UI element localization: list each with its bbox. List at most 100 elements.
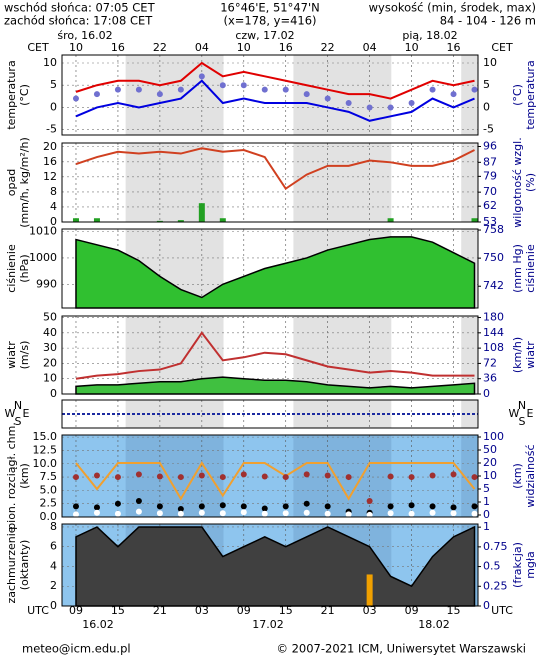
y-tick-label: 0 xyxy=(50,215,57,228)
date-top: czw, 17.02 xyxy=(235,29,294,42)
night xyxy=(461,435,478,517)
series-dot xyxy=(429,472,436,479)
y-tick-label: 0 xyxy=(50,387,57,400)
series-bar xyxy=(366,574,373,606)
series-bar xyxy=(198,203,205,222)
utc-tick-label: 15 xyxy=(279,604,293,617)
y2-tick-label: 100 xyxy=(483,430,504,443)
y-tick-label: 10 xyxy=(43,372,57,385)
night xyxy=(293,435,392,517)
y2-tick-label: 0 xyxy=(483,599,490,612)
compass-label: W xyxy=(509,407,520,420)
series-dot xyxy=(93,472,100,479)
utc-tick-label: 15 xyxy=(111,604,125,617)
night xyxy=(293,143,392,222)
y-axis-label: opad xyxy=(5,169,18,196)
series-dot xyxy=(282,503,289,510)
y-tick-label: 8 xyxy=(50,520,57,533)
panel-frame xyxy=(61,523,479,607)
series-dot xyxy=(450,510,457,517)
series-dot xyxy=(177,506,184,513)
utc-tick-label: 21 xyxy=(153,604,167,617)
y2-tick-label: 5 xyxy=(483,482,490,495)
series-dot xyxy=(177,474,184,481)
series-line xyxy=(75,79,475,122)
y2-tick-label: 70 xyxy=(483,185,497,198)
y2-tick-label: 1 xyxy=(483,520,490,533)
series-bar xyxy=(156,220,163,222)
night xyxy=(125,143,224,222)
series-dot xyxy=(387,510,394,517)
utc-tick-label: 09 xyxy=(405,604,419,617)
y2-tick-label: 144 xyxy=(483,326,504,339)
panel-frame xyxy=(61,228,479,309)
series-dot xyxy=(93,509,100,516)
compass-label: N xyxy=(14,399,22,412)
y-tick-label: 990 xyxy=(36,277,57,290)
y2-tick-label: 87 xyxy=(483,155,497,168)
y-tick-label: 12.5 xyxy=(33,443,58,456)
y-axis-label: (mm/h, kg/m²/h) xyxy=(18,137,31,228)
cet-tick-label: 16 xyxy=(447,41,461,54)
y2-tick-label: 0.5 xyxy=(483,560,501,573)
grid-point: (x=178, y=416) xyxy=(223,14,316,28)
series-area xyxy=(75,376,476,395)
y2-tick-label: -5 xyxy=(483,123,494,136)
y-axis-label: pion. rozciągł. chm. xyxy=(5,422,18,530)
y2-tick-label: 72 xyxy=(483,356,497,369)
night xyxy=(461,143,478,222)
series-dot xyxy=(240,509,247,516)
series-dot xyxy=(198,73,205,80)
y2-axis-label: (mm Hg) xyxy=(511,244,524,293)
series-dot xyxy=(93,91,100,98)
series-dot xyxy=(261,505,268,512)
series-dot xyxy=(345,511,352,518)
zone-top-left: CET xyxy=(27,41,49,54)
y2-axis-label: (frakcja) xyxy=(511,542,524,588)
utc-tick-label: 03 xyxy=(363,604,377,617)
y-tick-label: -5 xyxy=(46,123,57,136)
series-dot xyxy=(303,471,310,478)
panel-frame xyxy=(61,54,479,136)
series-dot xyxy=(177,86,184,93)
y-tick-label: 2 xyxy=(50,579,57,592)
date-top: pią, 18.02 xyxy=(402,29,457,42)
series-dot xyxy=(261,86,268,93)
date-bottom: 17.02 xyxy=(252,618,284,631)
series-dot xyxy=(324,510,331,517)
y-tick-label: 1010 xyxy=(29,225,57,238)
series-dot xyxy=(282,474,289,481)
y2-tick-label: 20 xyxy=(483,456,497,469)
y-tick-label: 10 xyxy=(43,56,57,69)
y2-axis-label: temperatura xyxy=(524,60,537,129)
y-axis-label: zachmurzenie xyxy=(5,526,18,603)
y2-tick-label: 0.25 xyxy=(483,579,508,592)
series-bar xyxy=(387,218,394,222)
y2-axis-label: (km) xyxy=(511,463,524,489)
series-dot xyxy=(408,502,415,509)
series-dot xyxy=(429,86,436,93)
series-dot xyxy=(198,503,205,510)
series-dot xyxy=(429,503,436,510)
y-axis-label: ciśnienie xyxy=(5,244,18,293)
y-tick-label: 6 xyxy=(50,540,57,553)
utc-tick-label: 21 xyxy=(321,604,335,617)
cet-tick-label: 10 xyxy=(69,41,83,54)
y-tick-label: 16 xyxy=(43,155,57,168)
night xyxy=(461,55,478,135)
y-axis-label: (°C) xyxy=(18,84,31,106)
y-axis-label: (hPa) xyxy=(18,254,31,282)
y2-tick-label: 750 xyxy=(483,251,504,264)
y2-tick-label: 0.75 xyxy=(483,540,508,553)
coords: 16°46'E, 51°47'N xyxy=(220,1,320,15)
series-dot xyxy=(240,82,247,89)
y-tick-label: 4 xyxy=(50,200,57,213)
series-dot xyxy=(219,510,226,517)
y-tick-label: 4 xyxy=(50,559,57,572)
y-axis-label: (km) xyxy=(18,463,31,489)
panel-frame xyxy=(61,142,479,223)
series-dot xyxy=(345,474,352,481)
series-dot xyxy=(240,471,247,478)
series-dot xyxy=(366,511,373,518)
